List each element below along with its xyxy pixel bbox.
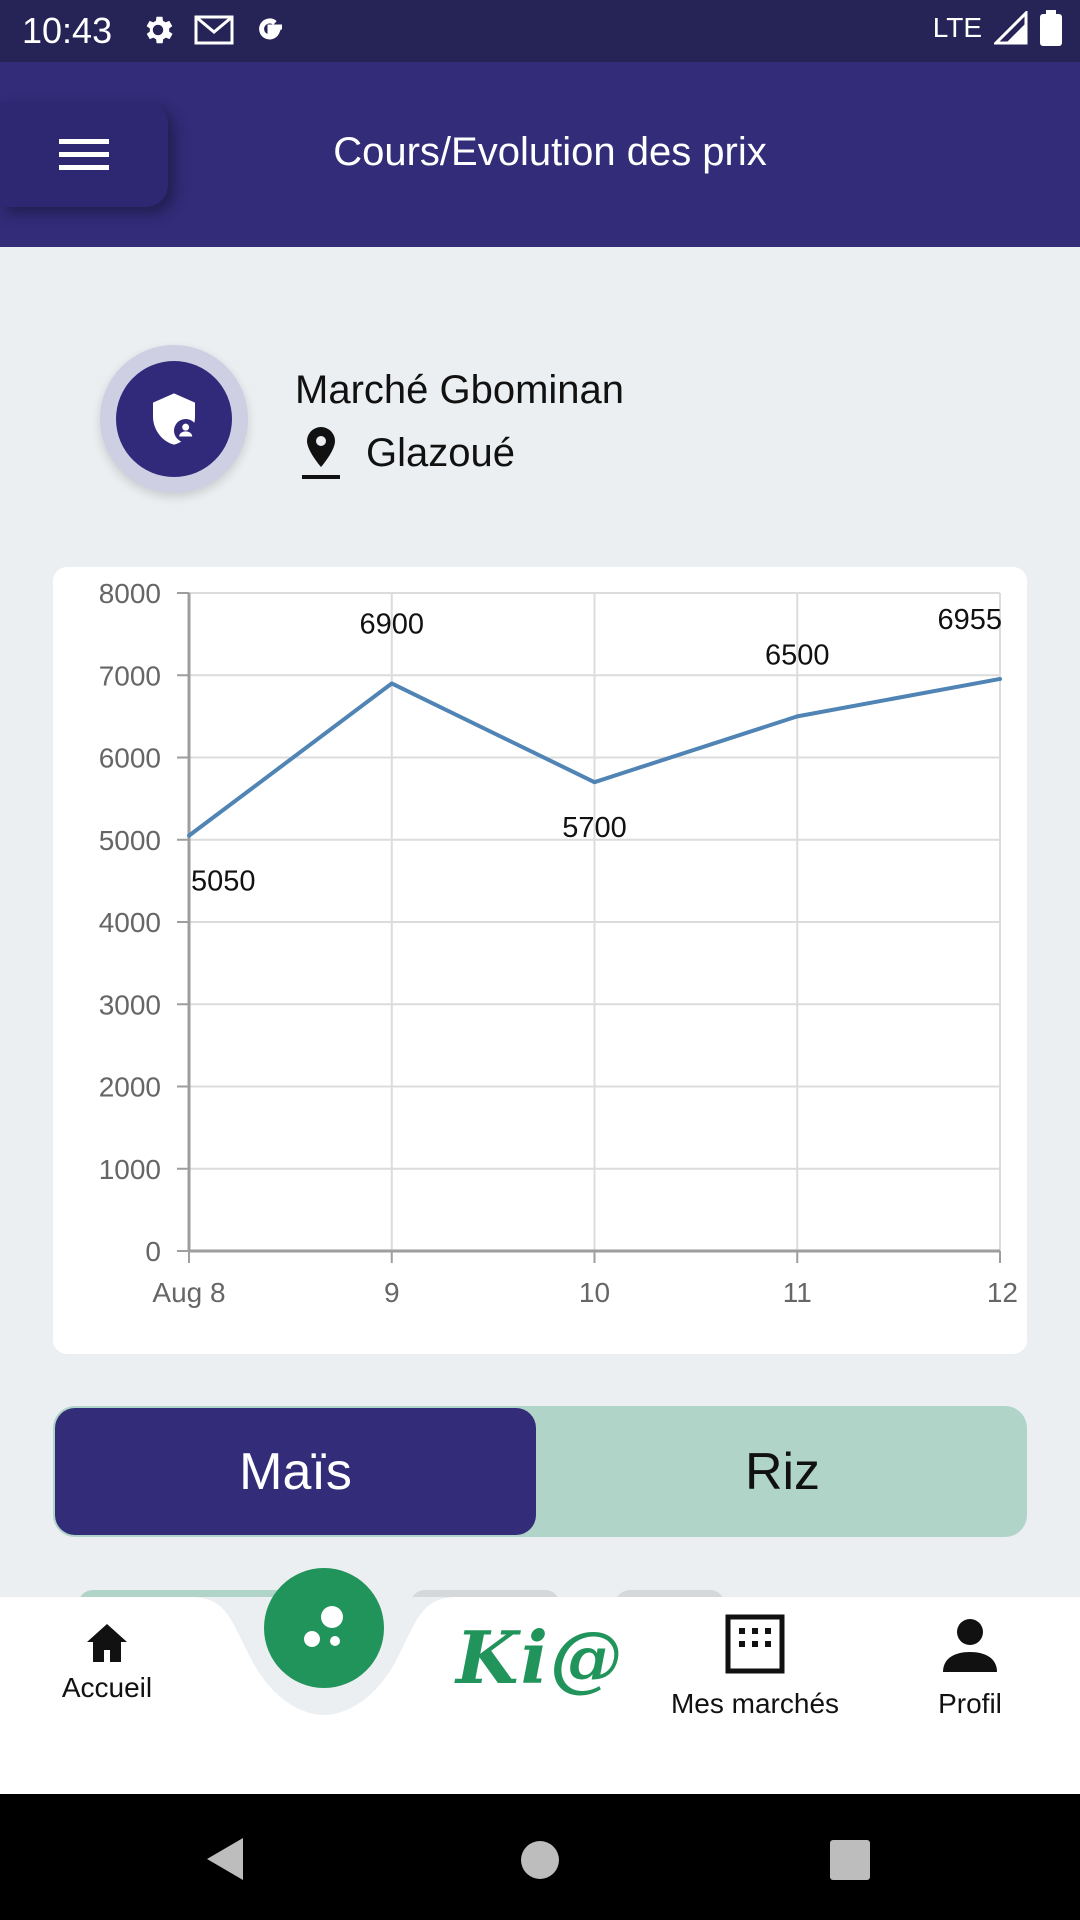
y-tick-label: 5000 bbox=[99, 825, 161, 856]
y-tick-label: 7000 bbox=[99, 660, 161, 691]
y-tick-label: 4000 bbox=[99, 907, 161, 938]
network-label: LTE bbox=[932, 12, 982, 43]
bubbles-icon bbox=[304, 1606, 343, 1647]
back-icon[interactable] bbox=[205, 1836, 245, 1882]
ki-logo-text: Ki@ bbox=[456, 1615, 624, 1700]
hamburger-icon bbox=[59, 138, 109, 170]
y-tick-label: 2000 bbox=[99, 1072, 161, 1103]
bottom-nav bbox=[0, 1597, 1080, 1794]
grid-calendar-icon bbox=[725, 1614, 785, 1674]
data-point bbox=[795, 714, 800, 719]
shield-user-icon bbox=[153, 393, 198, 445]
nav-accueil-label: Accueil bbox=[61, 1672, 153, 1703]
data-point bbox=[187, 833, 191, 838]
y-tick-label: 3000 bbox=[99, 989, 161, 1020]
nav-profil-label: Profil bbox=[938, 1688, 1002, 1719]
battery-icon bbox=[1040, 10, 1062, 46]
data-label: 5700 bbox=[562, 812, 627, 844]
status-time: 10:43 bbox=[22, 10, 113, 51]
y-tick-label: 0 bbox=[145, 1236, 161, 1267]
status-icons-left bbox=[140, 12, 288, 48]
signal-icon bbox=[994, 11, 1028, 45]
status-bar: 10:43 LTE bbox=[0, 0, 1080, 62]
x-tick-label: 9 bbox=[384, 1277, 400, 1308]
price-chart: 0 1000 2000 3000 4000 5000 6000 7000 8000 Aug 8 9 1… bbox=[99, 578, 1018, 1308]
nav-mes-marches[interactable]: Mes marchés bbox=[660, 1614, 850, 1720]
app-bar: Cours/Evolution des prix bbox=[0, 62, 1080, 247]
market-avatar bbox=[100, 345, 248, 493]
gear-icon bbox=[146, 16, 173, 44]
menu-button[interactable] bbox=[0, 102, 168, 207]
y-tick-label: 8000 bbox=[99, 578, 161, 609]
y-tick-label: 6000 bbox=[99, 743, 161, 774]
data-point bbox=[998, 676, 1002, 681]
market-location-label: Glazoué bbox=[366, 430, 515, 475]
fab-button[interactable] bbox=[264, 1568, 384, 1688]
tab-mais[interactable]: Maïs bbox=[55, 1408, 536, 1535]
status-right: LTE bbox=[933, 10, 1062, 46]
product-tabs: Maïs Riz bbox=[53, 1406, 1027, 1537]
recents-icon[interactable] bbox=[830, 1840, 870, 1880]
data-point bbox=[389, 681, 394, 686]
data-label: 6500 bbox=[765, 639, 830, 671]
home-icon bbox=[87, 1624, 127, 1662]
system-nav-bar bbox=[0, 1794, 1080, 1920]
data-label: 6900 bbox=[359, 608, 424, 640]
gmail-icon bbox=[194, 15, 234, 45]
ki-logo[interactable]: Ki@ bbox=[456, 1622, 622, 1694]
data-label: 6955 bbox=[937, 604, 1002, 636]
y-tick-label: 1000 bbox=[99, 1154, 161, 1185]
google-icon bbox=[259, 18, 282, 40]
nav-mes-marches-label: Mes marchés bbox=[670, 1688, 840, 1719]
tab-riz[interactable]: Riz bbox=[744, 1442, 821, 1501]
data-label: 5050 bbox=[191, 866, 256, 898]
page-title: Cours/Evolution des prix bbox=[333, 130, 767, 174]
home-circle-icon[interactable] bbox=[520, 1840, 560, 1880]
nav-accueil[interactable]: Accueil bbox=[52, 1622, 162, 1704]
x-tick-label: Aug 8 bbox=[152, 1277, 225, 1308]
market-name: Marché Gbominan bbox=[295, 368, 625, 412]
nav-profil[interactable]: Profil bbox=[915, 1616, 1025, 1720]
x-tick-label: 11 bbox=[783, 1277, 812, 1308]
market-location: Glazoué bbox=[300, 425, 515, 481]
person-icon bbox=[943, 1619, 997, 1672]
price-chart-card: 0 1000 2000 3000 4000 5000 6000 7000 8000 Aug 8 9 1… bbox=[53, 567, 1027, 1354]
x-tick-label: 10 bbox=[579, 1277, 610, 1308]
data-point bbox=[592, 780, 597, 785]
map-pin-icon bbox=[302, 427, 340, 479]
x-tick-label: 12 bbox=[987, 1277, 1018, 1308]
